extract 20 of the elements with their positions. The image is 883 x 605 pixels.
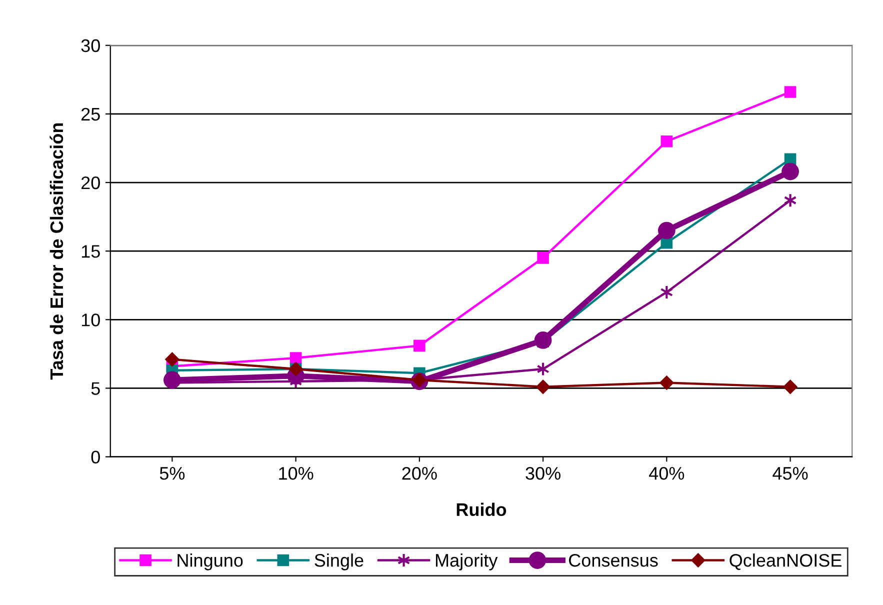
legend-label: Majority bbox=[436, 554, 498, 570]
y-axis-title: Tasa de Error de Clasificación bbox=[50, 123, 64, 380]
x-tick-label: 40% bbox=[649, 466, 684, 480]
x-axis-title: Ruido bbox=[456, 502, 506, 516]
y-tick-label: 0 bbox=[91, 450, 100, 464]
legend-label: Single bbox=[314, 554, 364, 570]
x-tick-label: 5% bbox=[160, 467, 185, 480]
y-tick-label: 25 bbox=[81, 108, 100, 121]
y-tick-label: 5 bbox=[91, 382, 100, 395]
y-tick-label: 30 bbox=[81, 39, 100, 52]
x-tick-label: 10% bbox=[279, 466, 314, 480]
x-tick-label: 20% bbox=[402, 466, 437, 480]
legend-label: Consensus bbox=[569, 554, 658, 567]
x-tick-label: 30% bbox=[526, 466, 560, 480]
y-tick-label: 10 bbox=[82, 314, 100, 326]
y-tick-label: 20 bbox=[81, 176, 100, 190]
legend-label: QcleanNOISE bbox=[730, 554, 842, 570]
y-tick-label: 15 bbox=[82, 245, 100, 258]
legend-label: Ninguno bbox=[178, 554, 243, 570]
x-tick-label: 45% bbox=[772, 467, 808, 480]
